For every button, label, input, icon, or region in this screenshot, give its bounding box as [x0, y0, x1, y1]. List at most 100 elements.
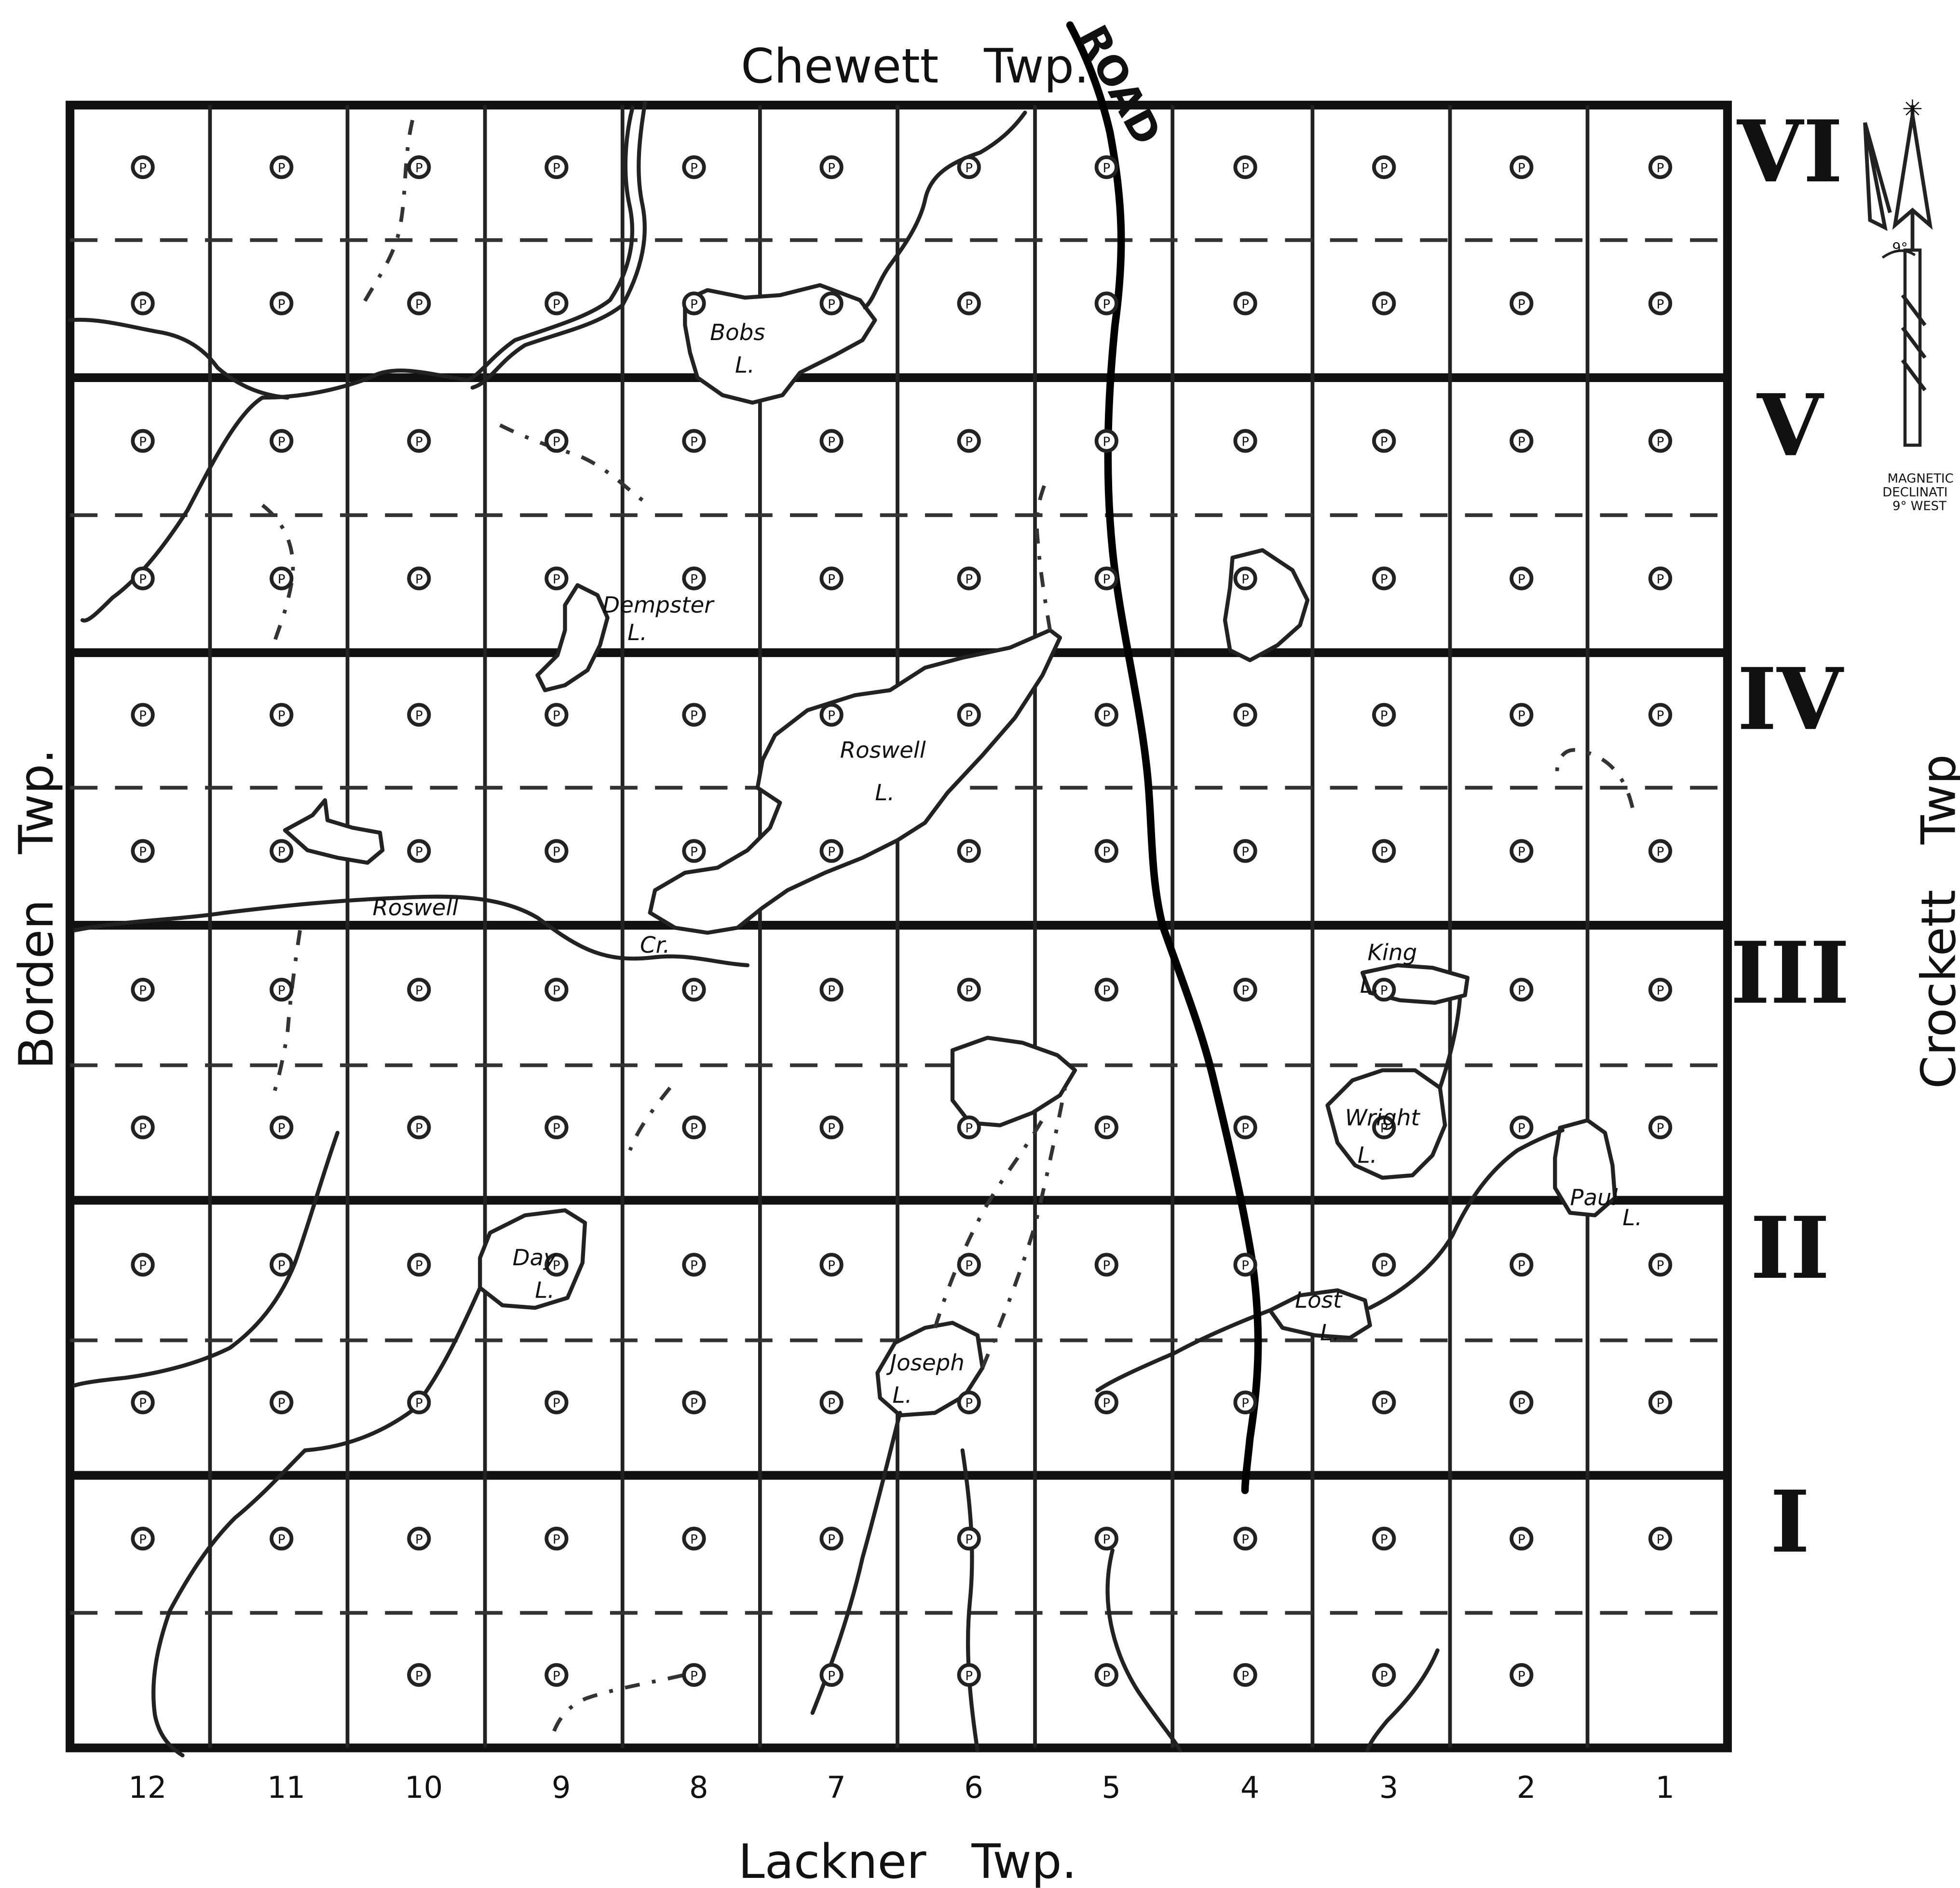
svg-text:P: P	[828, 297, 835, 312]
patent-marker: P	[1094, 1115, 1118, 1139]
svg-text:P: P	[828, 709, 835, 723]
patent-marker: P	[544, 839, 569, 863]
svg-text:P: P	[1380, 984, 1388, 998]
lost-lake	[1268, 1288, 1372, 1340]
patent-marker: P	[1648, 566, 1673, 590]
true-arrow-head-icon	[1892, 115, 1933, 230]
svg-text:P: P	[1518, 1396, 1525, 1411]
waterways	[68, 100, 1634, 1758]
patent-marker: P	[1648, 1253, 1673, 1277]
svg-text:P: P	[415, 297, 423, 312]
svg-text:P: P	[1380, 1259, 1388, 1273]
creek-east-border	[1555, 748, 1634, 808]
lot-number-label: 11	[267, 1770, 305, 1805]
roswell-outlet	[1034, 477, 1052, 631]
svg-text:P: P	[553, 1532, 560, 1547]
patent-marker: P	[1233, 429, 1257, 453]
svg-text:P: P	[1102, 573, 1110, 587]
svg-text:P: P	[415, 573, 423, 587]
svg-text:P: P	[690, 1259, 698, 1273]
creek-col-9-south	[550, 1673, 683, 1736]
svg-text:P: P	[1518, 161, 1525, 176]
svg-text:P: P	[690, 573, 698, 587]
patent-marker: P	[1233, 1115, 1257, 1139]
patent-marker: P	[1510, 978, 1534, 1002]
lot-number-label: 7	[827, 1770, 846, 1805]
patent-marker: P	[407, 155, 431, 179]
south-boundary-label: Lackner Twp.	[738, 1834, 1077, 1888]
patent-marker: P	[682, 1253, 706, 1277]
svg-text:P: P	[965, 435, 973, 449]
svg-text:P: P	[1380, 1669, 1388, 1683]
concession-label: V	[1756, 376, 1824, 476]
lost-lake-label-l: L.	[1320, 1320, 1340, 1346]
patent-marker: P	[682, 1390, 706, 1414]
patent-marker: P	[1233, 566, 1257, 590]
southwest-river	[73, 1131, 340, 1388]
patent-marker: P	[1094, 1663, 1118, 1687]
svg-text:P: P	[965, 297, 973, 312]
svg-text:P: P	[1102, 1532, 1110, 1547]
svg-text:P: P	[828, 1122, 835, 1136]
patent-marker: P	[819, 429, 844, 453]
patent-marker: P	[270, 1253, 294, 1277]
lot-number-label: 6	[964, 1770, 983, 1805]
svg-text:P: P	[415, 845, 423, 860]
svg-text:P: P	[1241, 573, 1249, 587]
svg-text:P: P	[690, 1396, 698, 1411]
patent-marker: P	[1372, 155, 1396, 179]
patent-marker: P	[1372, 566, 1396, 590]
bobs-lake-label-l: L.	[735, 353, 755, 379]
patent-marker: P	[682, 703, 706, 727]
svg-text:P: P	[1380, 1532, 1388, 1547]
patent-marker: P	[682, 1527, 706, 1551]
svg-text:P: P	[1102, 709, 1110, 723]
patent-marker: P	[957, 703, 981, 727]
patent-marker: P	[1510, 1390, 1534, 1414]
svg-text:P: P	[828, 1259, 835, 1273]
patent-marker: P	[682, 291, 706, 315]
patent-marker: P	[1094, 978, 1118, 1002]
patent-marker: P	[957, 1253, 981, 1277]
patent-marker: P	[957, 1115, 981, 1139]
patent-marker: P	[544, 1527, 569, 1551]
svg-text:P: P	[690, 984, 698, 998]
svg-text:P: P	[1102, 984, 1110, 998]
svg-text:P: P	[690, 1532, 698, 1547]
patent-marker: P	[1510, 566, 1534, 590]
patent-marker: P	[544, 703, 569, 727]
patent-marker: P	[957, 1663, 981, 1687]
svg-text:P: P	[1657, 573, 1664, 587]
svg-text:P: P	[1102, 1259, 1110, 1273]
svg-text:P: P	[965, 709, 973, 723]
svg-text:P: P	[139, 984, 147, 998]
magnetic-arrow-head-icon	[1863, 122, 1892, 231]
patent-marker: P	[819, 1527, 844, 1551]
arrow-shaft-icon	[1903, 248, 1922, 447]
patent-marker: P	[1094, 155, 1118, 179]
patent-marker: P	[682, 1115, 706, 1139]
svg-text:P: P	[139, 435, 147, 449]
svg-text:P: P	[965, 1669, 973, 1683]
patent-marker: P	[1094, 1253, 1118, 1277]
svg-text:P: P	[1241, 1532, 1249, 1547]
patent-marker: P	[544, 1663, 569, 1687]
svg-text:P: P	[553, 709, 560, 723]
water-labels: Bobs L. Dempster L. Roswell L. Roswell C…	[372, 320, 1642, 1409]
patent-marker: P	[407, 1115, 431, 1139]
patent-marker: P	[1233, 291, 1257, 315]
concession-label: III	[1730, 923, 1850, 1023]
north-river-channel	[470, 100, 647, 390]
svg-text:P: P	[1518, 297, 1525, 312]
patent-marker: P	[1233, 839, 1257, 863]
patent-marker: P	[819, 978, 844, 1002]
patent-marker: P	[270, 703, 294, 727]
patent-marker: P	[819, 1663, 844, 1687]
svg-text:P: P	[1518, 709, 1525, 723]
joseph-creek-north	[933, 1114, 1047, 1328]
patent-marker: P	[1233, 1663, 1257, 1687]
svg-text:P: P	[278, 1396, 286, 1411]
svg-text:P: P	[415, 1396, 423, 1411]
svg-text:P: P	[553, 845, 560, 860]
patent-marker: P	[1372, 703, 1396, 727]
